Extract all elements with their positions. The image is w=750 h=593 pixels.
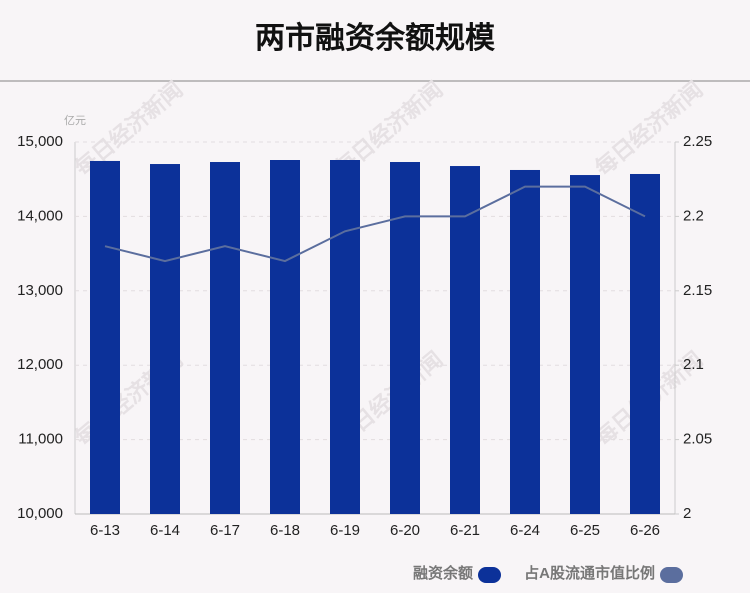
bar xyxy=(330,160,360,514)
unit-label: 亿元 xyxy=(64,114,86,127)
x-tick-label: 6-26 xyxy=(630,522,660,539)
y-tick-label: 10,000 xyxy=(17,505,63,522)
x-tick-label: 6-18 xyxy=(270,522,300,539)
x-tick-label: 6-21 xyxy=(450,522,480,539)
y2-tick-label: 2.05 xyxy=(683,431,712,448)
bar xyxy=(510,169,540,514)
bar xyxy=(630,173,660,514)
bar xyxy=(570,175,600,514)
y2-tick-label: 2.15 xyxy=(683,282,712,299)
x-tick-label: 6-25 xyxy=(570,522,600,539)
bar xyxy=(150,164,180,514)
legend-swatch xyxy=(660,567,683,583)
bar xyxy=(390,162,420,514)
y-tick-label: 13,000 xyxy=(17,282,63,299)
chart-title: 两市融资余额规模 xyxy=(255,21,495,55)
legend-label: 融资余额 xyxy=(413,564,473,582)
x-tick-label: 6-17 xyxy=(210,522,240,539)
x-tick-label: 6-13 xyxy=(90,522,120,539)
y2-tick-label: 2.25 xyxy=(683,133,712,150)
y2-tick-label: 2.2 xyxy=(683,207,704,224)
y-tick-label: 12,000 xyxy=(17,356,63,373)
legend-swatch xyxy=(478,567,501,583)
bar xyxy=(450,166,480,515)
y-tick-label: 15,000 xyxy=(17,133,63,150)
y2-tick-label: 2.1 xyxy=(683,356,704,373)
line xyxy=(104,185,646,263)
x-tick-label: 6-14 xyxy=(150,522,180,539)
x-tick-label: 6-20 xyxy=(390,522,420,539)
bar xyxy=(90,160,120,515)
bar xyxy=(270,160,300,514)
x-tick-label: 6-19 xyxy=(330,522,360,539)
y-tick-label: 14,000 xyxy=(17,207,63,224)
y-tick-label: 11,000 xyxy=(18,431,63,448)
legend-label: 占A股流通市值比例 xyxy=(524,564,655,582)
x-tick-label: 6-24 xyxy=(510,522,540,539)
bar xyxy=(210,162,240,514)
y2-tick-label: 2 xyxy=(683,505,691,522)
